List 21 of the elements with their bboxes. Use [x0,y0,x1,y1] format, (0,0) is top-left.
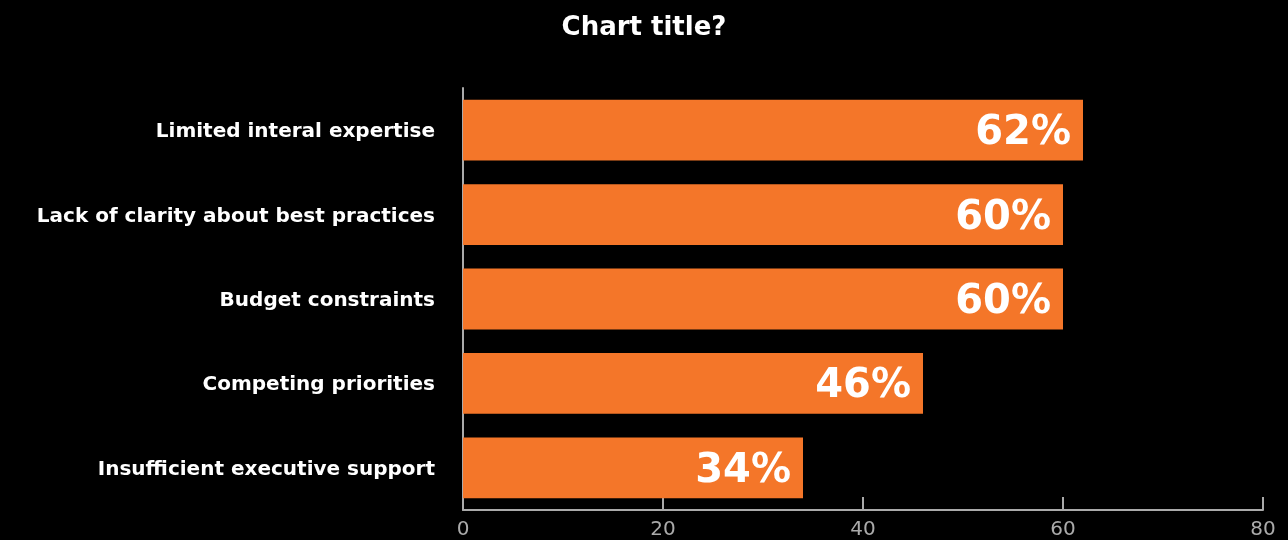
x-tick-label: 80 [1250,516,1276,540]
y-tick-label: Insufficient executive support [97,455,436,480]
x-tick-label: 40 [850,516,876,540]
data-label: 60% [955,191,1051,238]
data-label: 34% [695,444,791,491]
y-tick-label: Budget constraints [219,287,435,311]
bar [463,184,1063,245]
data-label: 46% [815,360,911,407]
y-tick-label: Limited interal expertise [155,118,435,143]
y-tick-label: Lack of clarity about best practices [36,202,435,227]
chart-title: Chart title? [561,11,727,41]
data-label: 60% [955,276,1051,322]
bar [463,437,803,499]
x-tick-label: 0 [456,516,470,540]
x-tick-label: 60 [1050,516,1076,540]
bar [463,353,923,414]
y-tick-label: Competing priorities [202,371,435,396]
bar [463,268,1063,330]
data-label: 62% [975,107,1071,154]
x-tick-label: 20 [650,516,676,540]
bar [463,99,1083,161]
